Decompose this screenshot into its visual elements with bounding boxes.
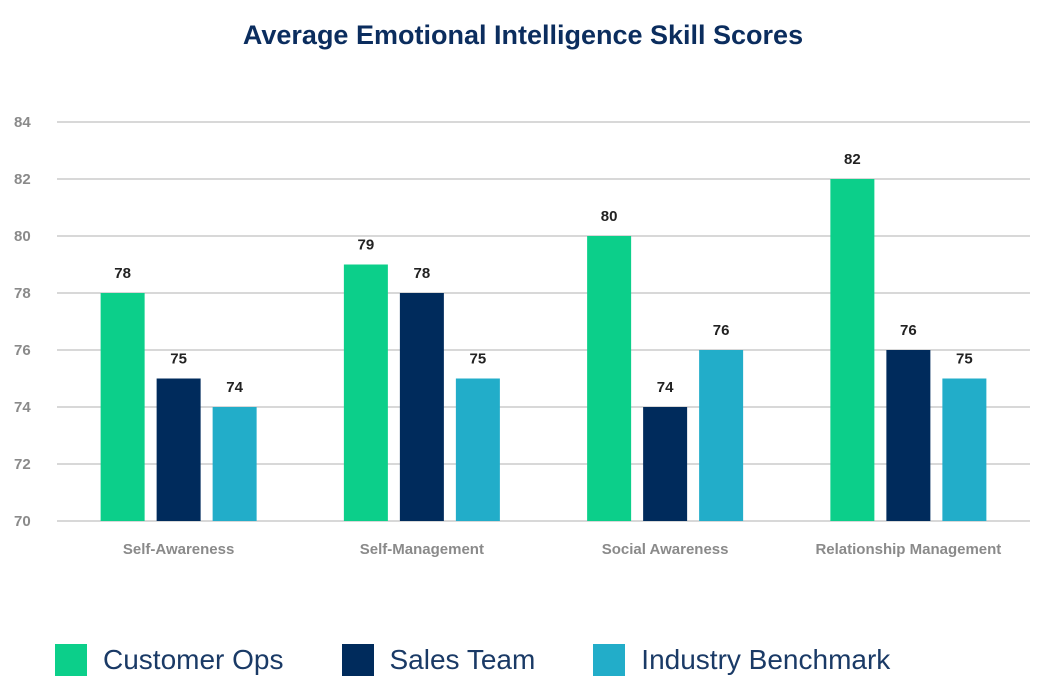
legend-item-sales-team: Sales Team: [341, 644, 536, 676]
x-category-label: Self-Awareness: [123, 541, 234, 558]
data-label: 75: [470, 351, 487, 368]
y-tick-label: 84: [14, 114, 31, 131]
data-label: 74: [226, 379, 243, 396]
chart-title: Average Emotional Intelligence Skill Sco…: [243, 20, 803, 50]
data-label: 74: [657, 379, 674, 396]
legend-label: Sales Team: [389, 644, 536, 675]
data-label: 76: [900, 322, 917, 339]
bar: [942, 378, 987, 521]
x-category-label: Self-Management: [360, 541, 484, 558]
y-tick-label: 70: [14, 513, 31, 530]
legend-swatch: [341, 644, 374, 676]
data-label: 75: [170, 351, 187, 368]
legend-item-customer-ops: Customer Ops: [55, 644, 284, 676]
legend-label: Industry Benchmark: [641, 644, 891, 675]
bar: [643, 407, 688, 521]
bar: [830, 179, 875, 521]
x-category-label: Social Awareness: [602, 541, 729, 558]
data-label: 75: [956, 351, 973, 368]
bar: [212, 407, 257, 521]
legend-label: Customer Ops: [103, 644, 284, 675]
bar: [886, 350, 931, 521]
bar: [455, 378, 500, 521]
y-tick-label: 78: [14, 285, 31, 302]
x-category-label: Relationship Management: [815, 541, 1001, 558]
legend-swatch: [55, 644, 87, 676]
bar-chart: Average Emotional Intelligence Skill Sco…: [14, 20, 1030, 558]
data-label: 80: [601, 208, 618, 225]
bar: [699, 350, 744, 521]
bar: [100, 293, 145, 521]
y-tick-label: 80: [14, 228, 31, 245]
legend: Customer Ops Sales Team Industry Benchma…: [55, 644, 948, 676]
data-label: 78: [114, 265, 131, 282]
y-tick-label: 72: [14, 456, 31, 473]
y-tick-label: 82: [14, 171, 31, 188]
data-label: 76: [713, 322, 730, 339]
bar: [343, 264, 388, 521]
y-tick-label: 76: [14, 342, 31, 359]
y-tick-label: 74: [14, 399, 31, 416]
data-label: 78: [414, 265, 431, 282]
legend-item-industry-benchmark: Industry Benchmark: [593, 644, 890, 676]
bar: [156, 378, 201, 521]
data-label: 79: [358, 237, 375, 254]
data-label: 82: [844, 151, 861, 168]
legend-swatch: [593, 644, 626, 676]
bar: [399, 293, 444, 521]
bar: [587, 236, 632, 521]
